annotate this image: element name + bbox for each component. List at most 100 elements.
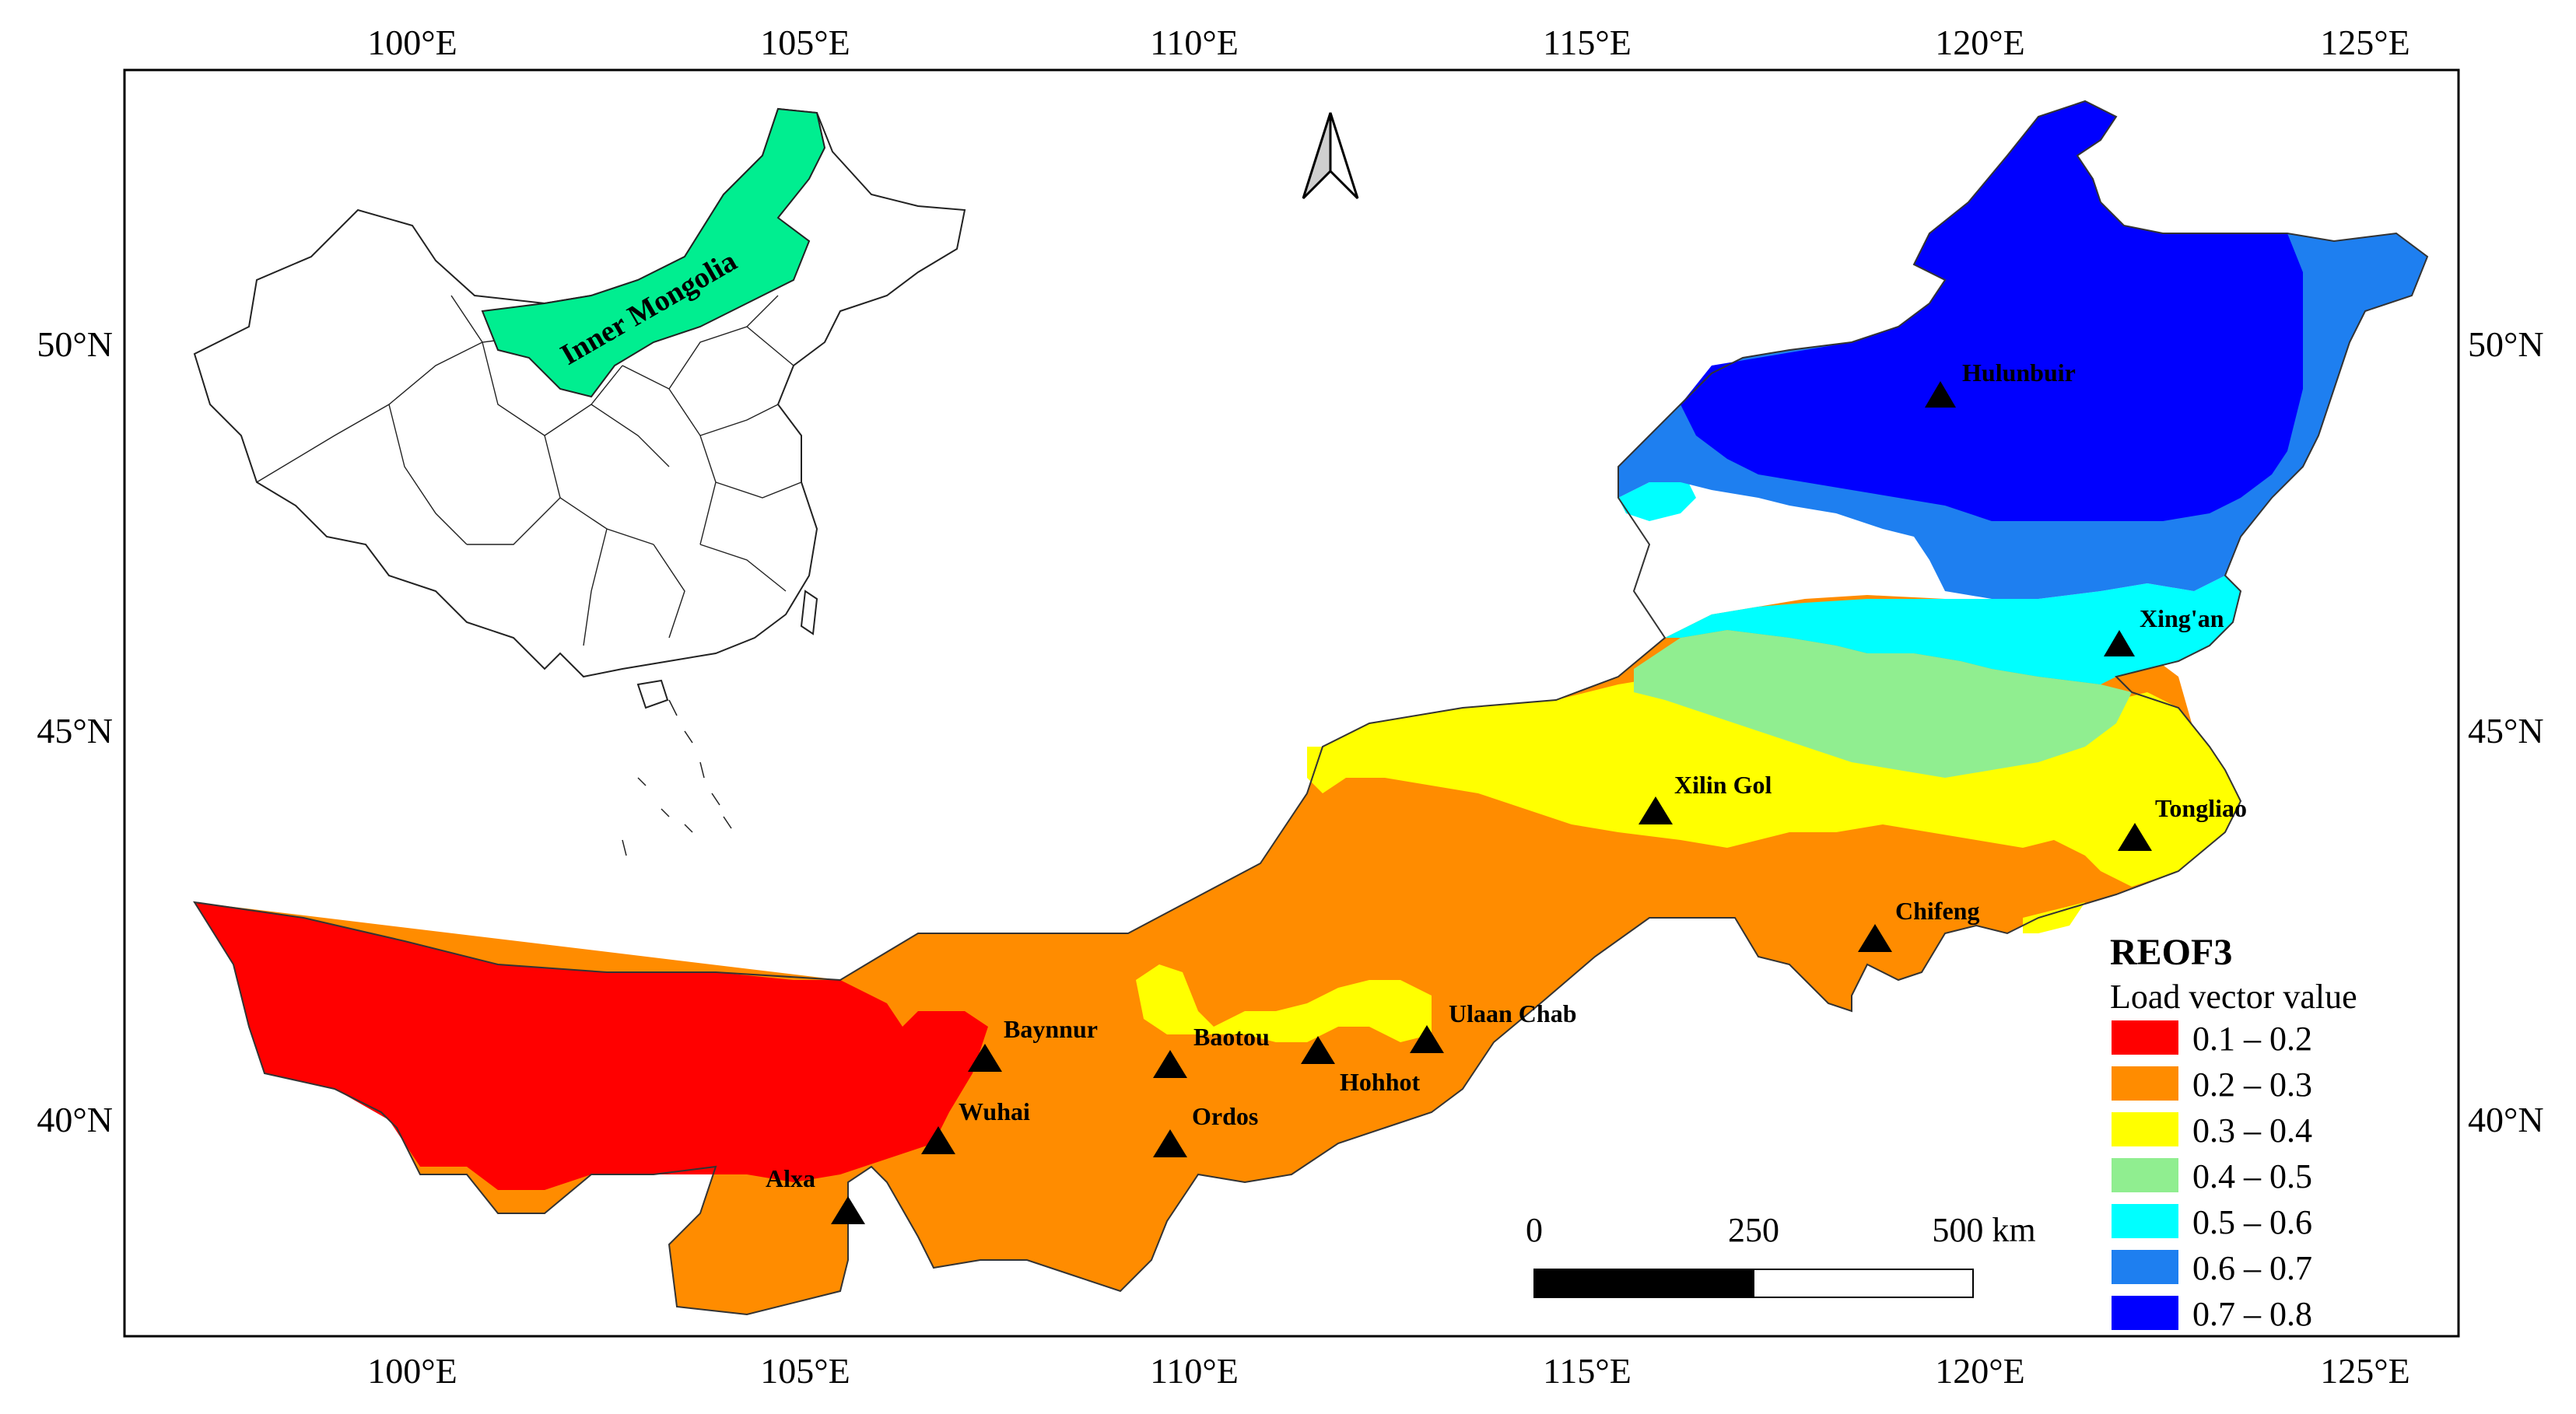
lon-tick: 120°E <box>1935 1351 2025 1391</box>
lon-tick: 105°E <box>760 1351 850 1391</box>
lat-tick: 45°N <box>2468 711 2544 751</box>
city-label: Alxa <box>766 1164 815 1192</box>
lon-tick: 100°E <box>367 23 457 62</box>
scale-segment-dark <box>1533 1269 1754 1298</box>
longitude-ticks-bottom: 100°E 105°E 110°E 115°E 120°E 125°E <box>367 1351 2410 1391</box>
city-tongliao: Tongliao <box>2118 794 2247 851</box>
legend-swatch <box>2112 1112 2178 1146</box>
lon-tick: 105°E <box>760 23 850 62</box>
city-markers: Hulunbuir Xing'an Xilin Gol Tongliao Chi… <box>766 359 2247 1224</box>
lon-tick: 125°E <box>2320 1351 2410 1391</box>
city-xilin-gol: Xilin Gol <box>1638 771 1772 824</box>
city-label: Ordos <box>1192 1102 1258 1130</box>
legend-label: 0.1 – 0.2 <box>2192 1020 2312 1058</box>
city-label: Baynnur <box>1004 1015 1098 1043</box>
legend-swatch <box>2112 1204 2178 1238</box>
scale-label: 0 <box>1526 1211 1543 1249</box>
legend-label: 0.3 – 0.4 <box>2192 1111 2312 1150</box>
city-label: Xilin Gol <box>1674 771 1772 799</box>
legend-label: 0.5 – 0.6 <box>2192 1203 2312 1241</box>
city-label: Xing'an <box>2140 604 2224 632</box>
longitude-ticks-top: 100°E 105°E 110°E 115°E 120°E 125°E <box>367 23 2410 62</box>
city-hohhot: Hohhot <box>1301 1036 1420 1096</box>
lon-tick: 110°E <box>1150 1351 1239 1391</box>
city-label: Chifeng <box>1895 897 1979 925</box>
triangle-marker-icon <box>968 1044 1002 1072</box>
province-borders <box>256 295 802 646</box>
scale-label: 250 <box>1728 1211 1779 1249</box>
legend-label: 0.6 – 0.7 <box>2192 1249 2312 1287</box>
legend-swatch <box>2112 1250 2178 1284</box>
city-wuhai: Wuhai <box>921 1097 1030 1154</box>
inner-mongolia-highlight <box>481 107 826 398</box>
hainan-island <box>636 679 669 709</box>
legend-item: 0.5 – 0.6 <box>2112 1203 2312 1241</box>
triangle-marker-icon <box>1153 1050 1187 1078</box>
legend-item: 0.4 – 0.5 <box>2112 1157 2312 1195</box>
city-label: Hohhot <box>1340 1068 1420 1096</box>
legend-subtitle: Load vector value <box>2110 978 2357 1016</box>
triangle-marker-icon <box>1153 1129 1187 1157</box>
region-outline <box>193 100 2429 1316</box>
triangle-marker-icon <box>1301 1036 1335 1064</box>
lon-tick: 125°E <box>2320 23 2410 62</box>
scale-bar: 0 250 500 km <box>1526 1211 2036 1298</box>
lat-tick: 50°N <box>37 324 113 364</box>
legend-item: 0.1 – 0.2 <box>2112 1020 2312 1058</box>
legend-label: 0.2 – 0.3 <box>2192 1066 2312 1104</box>
legend-item: 0.7 – 0.8 <box>2112 1295 2312 1333</box>
lon-tick: 100°E <box>367 1351 457 1391</box>
legend-item: 0.6 – 0.7 <box>2112 1249 2312 1287</box>
legend-swatch <box>2112 1066 2178 1101</box>
lat-tick: 40°N <box>2468 1100 2544 1139</box>
triangle-marker-icon <box>921 1126 955 1154</box>
triangle-marker-icon <box>1925 381 1956 408</box>
lon-tick: 115°E <box>1543 23 1631 62</box>
legend-swatch <box>2112 1020 2178 1055</box>
city-baotou: Baotou <box>1153 1023 1270 1078</box>
city-ordos: Ordos <box>1153 1102 1258 1157</box>
zone-0.7-0.8 <box>1681 101 2303 521</box>
taiwan-island <box>800 590 818 635</box>
scale-segment-light <box>1753 1269 1974 1298</box>
lat-tick: 45°N <box>37 711 113 751</box>
lat-tick: 50°N <box>2468 324 2544 364</box>
city-xingan: Xing'an <box>2104 604 2224 656</box>
zone-0.5-0.6 <box>1618 467 2241 684</box>
legend: REOF3 Load vector value 0.1 – 0.2 0.2 – … <box>2110 932 2357 1333</box>
city-baynnur: Baynnur <box>968 1015 1098 1072</box>
legend-title: REOF3 <box>2110 932 2232 973</box>
triangle-marker-icon <box>2118 823 2152 851</box>
city-chifeng: Chifeng <box>1858 897 1979 952</box>
south-sea-islands <box>622 699 732 856</box>
triangle-marker-icon <box>1858 924 1892 952</box>
city-label: Tongliao <box>2155 794 2247 822</box>
legend-label: 0.7 – 0.8 <box>2192 1295 2312 1333</box>
lon-tick: 115°E <box>1543 1351 1631 1391</box>
city-label: Ulaan Chab <box>1449 999 1577 1027</box>
latitude-ticks-left: 50°N 45°N 40°N <box>37 324 113 1139</box>
north-arrow-icon <box>1302 112 1359 200</box>
zone-0.1-0.2 <box>195 902 988 1190</box>
city-label: Wuhai <box>959 1097 1030 1125</box>
legend-swatch <box>2112 1296 2178 1330</box>
lon-tick: 110°E <box>1150 23 1239 62</box>
city-label: Hulunbuir <box>1962 359 2076 387</box>
legend-item: 0.3 – 0.4 <box>2112 1111 2312 1150</box>
city-ulaan-chab: Ulaan Chab <box>1410 999 1577 1053</box>
lon-tick: 120°E <box>1935 23 2025 62</box>
triangle-marker-icon <box>2104 630 2135 656</box>
triangle-marker-icon <box>831 1196 865 1224</box>
zone-0.4-0.5 <box>1634 630 2132 778</box>
lat-tick: 40°N <box>37 1100 113 1139</box>
legend-swatch <box>2112 1158 2178 1192</box>
legend-label: 0.4 – 0.5 <box>2192 1157 2312 1195</box>
triangle-marker-icon <box>1638 796 1673 824</box>
city-label: Baotou <box>1193 1023 1270 1051</box>
legend-item: 0.2 – 0.3 <box>2112 1066 2312 1104</box>
triangle-marker-icon <box>1410 1025 1444 1053</box>
latitude-ticks-right: 50°N 45°N 40°N <box>2468 324 2544 1139</box>
scale-label: 500 km <box>1932 1211 2035 1249</box>
city-alxa: Alxa <box>766 1164 865 1224</box>
